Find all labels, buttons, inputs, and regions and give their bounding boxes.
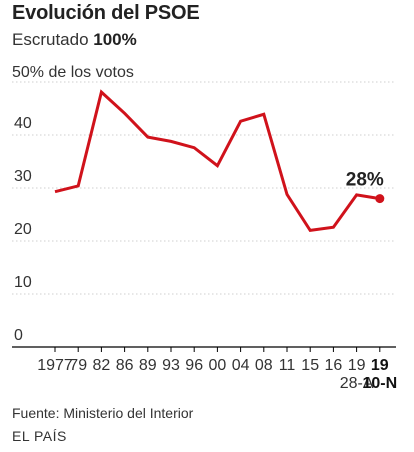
x-tick-label: 19: [348, 357, 366, 374]
y-tick-label: 20: [14, 221, 32, 238]
x-tick-label: 00: [209, 357, 227, 374]
chart-subtitle: Escrutado 100%: [12, 30, 137, 50]
y-tick-label: 40: [14, 115, 32, 132]
x-tick-label: 96: [185, 357, 203, 374]
end-value-label: 28%: [346, 170, 384, 191]
x-tick-label: 15: [301, 357, 319, 374]
brand-label: EL PAÍS: [12, 428, 67, 444]
x-tick-label-sub: 28-A: [340, 375, 374, 392]
x-tick-label: 19: [371, 357, 389, 374]
x-tick-label: 08: [255, 357, 273, 374]
x-tick-label: 1977: [37, 357, 73, 374]
x-tick-label: 86: [116, 357, 134, 374]
y-tick-label: 30: [14, 168, 32, 185]
x-tick-label: 11: [279, 357, 296, 374]
subtitle-value: 100%: [93, 30, 137, 49]
endpoint-marker: [375, 194, 385, 204]
x-tick-label: 79: [69, 357, 87, 374]
y-tick-label: 10: [14, 274, 32, 291]
x-tick-label: 16: [325, 357, 343, 374]
y-axis-label: 50% de los votos: [12, 64, 134, 81]
x-tick-label-sub: 10-N: [362, 375, 397, 392]
series-line-psoe: [54, 89, 381, 233]
subtitle-prefix: Escrutado: [12, 30, 94, 49]
source-note: Fuente: Ministerio del Interior: [12, 405, 194, 421]
x-tick-label: 93: [162, 357, 180, 374]
x-tick-label: 04: [232, 357, 250, 374]
x-tick-label: 82: [93, 357, 111, 374]
chart-title: Evolución del PSOE: [12, 2, 200, 24]
y-tick-label: 0: [14, 327, 23, 344]
x-tick-label: 89: [139, 357, 157, 374]
